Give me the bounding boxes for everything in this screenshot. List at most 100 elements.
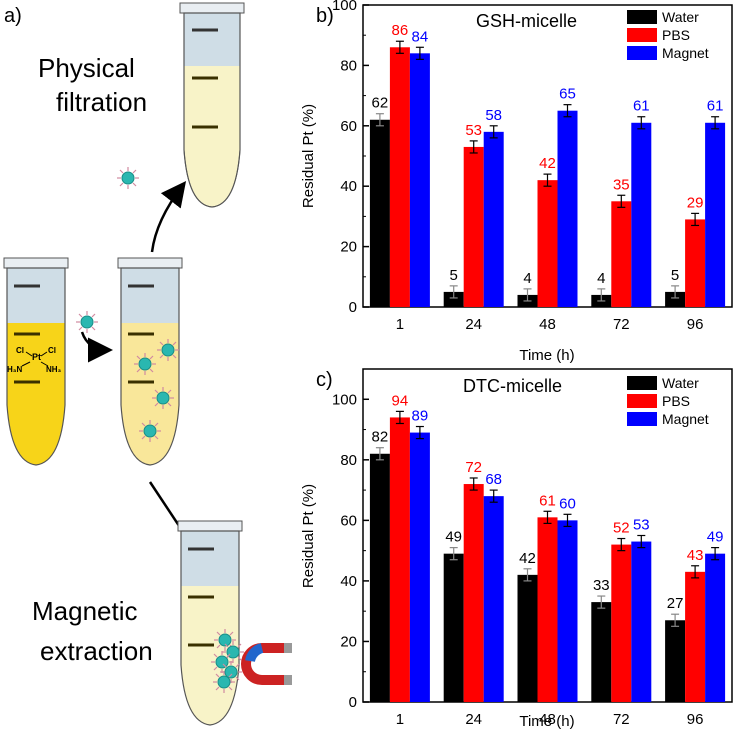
- chart-title: DTC-micelle: [463, 376, 562, 396]
- bar: [483, 496, 504, 702]
- panel-b-label: b): [316, 5, 334, 27]
- data-label: 86: [392, 22, 409, 39]
- legend-label: Water: [662, 375, 699, 391]
- x-tick-label: 72: [613, 316, 630, 333]
- panel-c-label: c): [316, 369, 333, 391]
- data-label: 5: [450, 267, 458, 284]
- bar: [443, 553, 464, 702]
- y-tick-label: 20: [340, 239, 357, 256]
- panel-a-label: a): [4, 5, 22, 27]
- data-label: 49: [445, 529, 462, 546]
- cisplatin-nh3b: NH₃: [46, 365, 62, 374]
- x-tick-label: 48: [539, 316, 556, 333]
- y-axis-label: Residual Pt (%): [300, 484, 317, 588]
- y-axis-label: Residual Pt (%): [300, 104, 317, 208]
- legend-swatch: [627, 28, 657, 42]
- y-tick-label: 100: [332, 0, 357, 14]
- legend-label: Water: [662, 9, 699, 25]
- data-label: 53: [465, 122, 482, 139]
- x-tick-label: 1: [396, 316, 404, 333]
- bar: [685, 219, 706, 307]
- legend-swatch: [627, 412, 657, 426]
- x-tick-label: 24: [465, 711, 482, 728]
- data-label: 94: [392, 392, 409, 409]
- added-micelle-icon: [75, 310, 99, 334]
- gsh-micelle-chart: b) GSH-micelle 0 20 40 60 80 100 1 24 48 72 96 62…: [300, 0, 733, 364]
- bar: [537, 180, 558, 307]
- physical-filtration-label-2: filtration: [56, 87, 147, 117]
- data-label: 29: [687, 194, 704, 211]
- data-label: 42: [539, 155, 556, 172]
- data-label: 84: [412, 28, 429, 45]
- chart-title: GSH-micelle: [476, 11, 577, 31]
- data-label: 60: [559, 495, 576, 512]
- bar: [409, 432, 430, 702]
- cisplatin-nh3a: H₃N: [7, 365, 22, 374]
- y-tick-label: 80: [340, 57, 357, 74]
- x-tick-label: 72: [613, 711, 630, 728]
- bar: [665, 620, 686, 702]
- x-tick-label: 96: [687, 711, 704, 728]
- x-axis-label: Time (h): [519, 347, 574, 364]
- bar: [463, 146, 484, 307]
- bar: [443, 291, 464, 307]
- bar: [685, 571, 706, 702]
- y-tick-label: 40: [340, 573, 357, 590]
- y-tick-label: 0: [349, 299, 357, 316]
- legend-swatch: [627, 376, 657, 390]
- data-label: 89: [412, 408, 429, 425]
- legend-label: PBS: [662, 27, 690, 43]
- bar: [665, 291, 686, 307]
- bar: [369, 119, 390, 307]
- cisplatin-cl1: Cl: [16, 346, 24, 355]
- x-tick-label: 48: [539, 711, 556, 728]
- data-label: 61: [633, 98, 650, 115]
- bar: [591, 602, 612, 702]
- y-tick-label: 60: [340, 512, 357, 529]
- legend-label: Magnet: [662, 45, 709, 61]
- bar: [705, 553, 726, 702]
- bar: [557, 520, 578, 702]
- legend-swatch: [627, 394, 657, 408]
- bar: [409, 53, 430, 307]
- horseshoe-magnet-icon: [241, 643, 292, 685]
- data-label: 68: [485, 471, 502, 488]
- bar: [631, 541, 652, 702]
- y-tick-label: 20: [340, 633, 357, 650]
- data-label: 58: [485, 107, 502, 124]
- cisplatin-pt: Pt: [32, 352, 41, 362]
- data-label: 82: [372, 429, 389, 446]
- x-tick-label: 24: [465, 316, 482, 333]
- bar: [631, 122, 652, 307]
- bar: [389, 417, 410, 702]
- x-tick-label: 1: [396, 711, 404, 728]
- y-tick-label: 40: [340, 178, 357, 195]
- bar: [705, 122, 726, 307]
- x-axis-label: Time (h): [519, 713, 574, 730]
- bar: [463, 484, 484, 702]
- legend-swatch: [627, 46, 657, 60]
- cisplatin-cl2: Cl: [48, 346, 56, 355]
- data-label: 62: [372, 95, 389, 112]
- data-label: 72: [465, 459, 482, 476]
- dtc-micelle-chart: c) DTC-micelle 0 20 40 60 80 100 1 24 48 72 96 82…: [300, 368, 733, 730]
- legend-label: PBS: [662, 393, 690, 409]
- bar: [537, 517, 558, 702]
- data-label: 49: [707, 529, 724, 546]
- data-label: 53: [633, 517, 650, 534]
- data-label: 35: [613, 176, 630, 193]
- data-label: 42: [519, 550, 536, 567]
- bar: [389, 47, 410, 307]
- data-label: 5: [671, 267, 679, 284]
- bar: [369, 453, 390, 702]
- cisplatin-tube: Cl Pt Cl H₃N NH₃: [3, 257, 69, 466]
- data-label: 4: [523, 270, 531, 287]
- magnetic-extraction-label-1: Magnetic: [32, 596, 138, 626]
- legend-swatch: [627, 10, 657, 24]
- data-label: 61: [539, 492, 556, 509]
- magnetic-tube: [177, 520, 245, 726]
- y-tick-label: 100: [332, 391, 357, 408]
- filtered-micelle-icon: [116, 166, 140, 190]
- magnetic-extraction-label-2: extraction: [40, 636, 153, 666]
